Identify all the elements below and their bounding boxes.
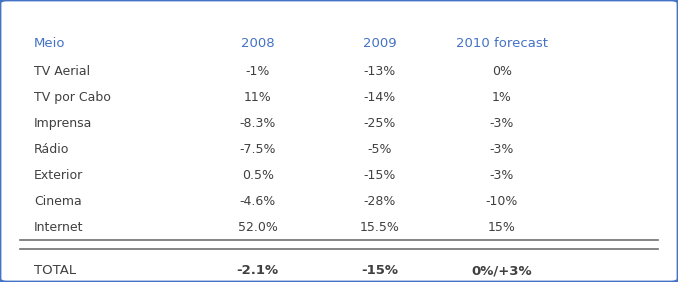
Text: -10%: -10% [485, 195, 518, 208]
Text: 2010 forecast: 2010 forecast [456, 37, 548, 50]
Text: 52.0%: 52.0% [238, 221, 277, 234]
Text: -28%: -28% [363, 195, 396, 208]
Text: Internet: Internet [34, 221, 83, 234]
Text: TV Aerial: TV Aerial [34, 65, 90, 78]
Text: 15%: 15% [487, 221, 516, 234]
Text: Rádio: Rádio [34, 143, 69, 156]
Text: 2008: 2008 [241, 37, 275, 50]
Text: 15.5%: 15.5% [360, 221, 399, 234]
Text: Imprensa: Imprensa [34, 117, 92, 130]
Text: -3%: -3% [490, 169, 514, 182]
Text: 11%: 11% [244, 91, 271, 104]
Text: -25%: -25% [363, 117, 396, 130]
Text: -14%: -14% [363, 91, 396, 104]
Text: -5%: -5% [367, 143, 392, 156]
Text: Exterior: Exterior [34, 169, 83, 182]
Text: -13%: -13% [363, 65, 396, 78]
Text: Meio: Meio [34, 37, 65, 50]
Text: -8.3%: -8.3% [239, 117, 276, 130]
Text: -15%: -15% [361, 264, 398, 277]
Text: -2.1%: -2.1% [237, 264, 279, 277]
Text: -1%: -1% [245, 65, 270, 78]
Text: 0%/+3%: 0%/+3% [471, 264, 532, 277]
Text: 0.5%: 0.5% [241, 169, 274, 182]
Text: -4.6%: -4.6% [239, 195, 276, 208]
Text: TOTAL: TOTAL [34, 264, 76, 277]
Text: -7.5%: -7.5% [239, 143, 276, 156]
Text: 0%: 0% [492, 65, 512, 78]
Text: 2009: 2009 [363, 37, 397, 50]
Text: -3%: -3% [490, 143, 514, 156]
Text: TV por Cabo: TV por Cabo [34, 91, 111, 104]
Text: -3%: -3% [490, 117, 514, 130]
Text: 1%: 1% [492, 91, 512, 104]
Text: -15%: -15% [363, 169, 396, 182]
Text: Cinema: Cinema [34, 195, 81, 208]
